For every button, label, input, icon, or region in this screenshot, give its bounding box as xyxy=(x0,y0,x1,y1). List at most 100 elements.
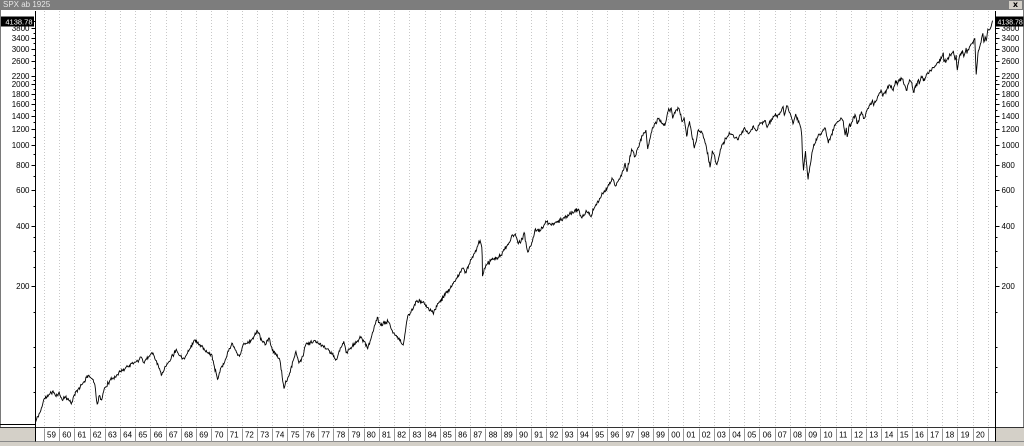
x-axis-year-label: 67 xyxy=(169,431,178,440)
x-axis-year-label: 04 xyxy=(732,431,741,440)
y-axis-label-left: 3400 xyxy=(12,34,30,43)
x-axis-year-label: 02 xyxy=(702,431,711,440)
x-axis-year-label: 11 xyxy=(839,431,848,440)
close-icon: x xyxy=(1012,0,1019,9)
x-axis-year-label: 99 xyxy=(656,431,665,440)
last-price-label-right: 4138.78 xyxy=(998,19,1023,26)
x-axis-year-label: 12 xyxy=(854,431,863,440)
x-axis-year-label: 65 xyxy=(138,431,147,440)
x-axis-year-label: 85 xyxy=(443,431,452,440)
x-axis-year-label: 03 xyxy=(717,431,726,440)
x-axis-year-label: 78 xyxy=(336,431,345,440)
y-axis-label-right: 1200 xyxy=(1002,125,1020,134)
y-axis-label-left: 3800 xyxy=(12,24,30,33)
strip-right-filler xyxy=(995,428,1024,441)
y-axis-label-right: 400 xyxy=(1002,222,1016,231)
y-axis-label-right: 2200 xyxy=(1002,72,1020,81)
x-axis-year-label: 88 xyxy=(489,431,498,440)
x-axis-year-label: 70 xyxy=(215,431,224,440)
x-axis-year-label: 90 xyxy=(519,431,528,440)
x-axis-year-label: 71 xyxy=(230,431,239,440)
window-title: SPX ab 1925 xyxy=(3,0,51,9)
x-axis-year-label: 89 xyxy=(504,431,513,440)
y-axis-label-right: 2000 xyxy=(1002,80,1020,89)
y-axis-label-left: 2200 xyxy=(12,72,30,81)
x-axis-year-label: 72 xyxy=(245,431,254,440)
x-axis-year-label: 59 xyxy=(47,431,56,440)
x-axis-year-label: 80 xyxy=(367,431,376,440)
x-axis-year-label: 75 xyxy=(291,431,300,440)
x-axis-year-label: 87 xyxy=(473,431,482,440)
x-axis-year-label: 19 xyxy=(961,431,970,440)
x-axis-year-label: 82 xyxy=(397,431,406,440)
y-axis-label-right: 1600 xyxy=(1002,100,1020,109)
x-axis-year-label: 74 xyxy=(275,431,284,440)
x-axis-year-label: 83 xyxy=(412,431,421,440)
x-axis-year-label: 93 xyxy=(565,431,574,440)
y-axis-label-right: 1000 xyxy=(1002,141,1020,150)
x-axis-year-label: 69 xyxy=(199,431,208,440)
x-axis-year-label: 73 xyxy=(260,431,269,440)
x-axis-year-label: 18 xyxy=(945,431,954,440)
x-axis-year-label: 10 xyxy=(824,431,833,440)
y-axis-label-left: 1800 xyxy=(12,90,30,99)
y-axis-label-left: 1000 xyxy=(12,141,30,150)
x-axis-year-label: 01 xyxy=(687,431,696,440)
x-axis-year-label: 05 xyxy=(747,431,756,440)
y-axis-label-right: 200 xyxy=(1002,282,1016,291)
last-price-label-left: 4138.78 xyxy=(5,17,32,26)
chart-canvas[interactable]: 59 60 61 62 63 64 65 66 67 68 69 70 71 72 73 74 75 76 77 78… xyxy=(0,10,1024,446)
x-axis-year-label: 00 xyxy=(671,431,680,440)
x-axis-year-label: 14 xyxy=(884,431,893,440)
y-axis-label-left: 400 xyxy=(16,222,30,231)
x-axis-year-label: 98 xyxy=(641,431,650,440)
x-axis-year-label: 07 xyxy=(778,431,787,440)
x-axis-year-label: 91 xyxy=(534,431,543,440)
y-axis-label-right: 3800 xyxy=(1002,24,1020,33)
x-axis-year-label: 77 xyxy=(321,431,330,440)
y-axis-label-right: 3400 xyxy=(1002,34,1020,43)
x-axis-year-label: 20 xyxy=(976,431,985,440)
x-axis-year-label: 68 xyxy=(184,431,193,440)
x-axis-year-label: 79 xyxy=(352,431,361,440)
price-line xyxy=(35,20,993,423)
x-axis-year-label: 81 xyxy=(382,431,391,440)
x-axis-year-label: 63 xyxy=(108,431,117,440)
x-axis-year-label: 96 xyxy=(610,431,619,440)
y-axis-label-right: 3000 xyxy=(1002,45,1020,54)
price-chart-svg[interactable]: 59 60 61 62 63 64 65 66 67 68 69 70 71 72 73 74 75 76 77 78… xyxy=(0,10,1024,446)
y-axis-label-left: 200 xyxy=(16,282,30,291)
y-axis-label-left: 800 xyxy=(16,161,30,170)
window-titlebar[interactable]: SPX ab 1925 x xyxy=(0,0,1024,10)
x-axis-year-label: 97 xyxy=(626,431,635,440)
x-axis-year-label: 64 xyxy=(123,431,132,440)
y-axis-label-right: 2600 xyxy=(1002,57,1020,66)
y-axis-label-left: 2600 xyxy=(12,57,30,66)
x-axis-year-label: 76 xyxy=(306,431,315,440)
x-axis-year-label: 94 xyxy=(580,431,589,440)
close-button[interactable]: x xyxy=(1009,1,1022,9)
last-price-box-right xyxy=(996,16,1024,27)
y-axis-label-right: 1800 xyxy=(1002,90,1020,99)
y-axis-label-right: 1400 xyxy=(1002,112,1020,121)
strip-left-filler xyxy=(0,428,35,441)
y-axis-label-left: 2000 xyxy=(12,80,30,89)
x-axis-year-label: 92 xyxy=(549,431,558,440)
x-axis-year-label: 13 xyxy=(869,431,878,440)
y-axis-label-right: 800 xyxy=(1002,161,1016,170)
x-axis-year-label: 16 xyxy=(915,431,924,440)
x-axis-year-label: 08 xyxy=(793,431,802,440)
x-axis-year-label: 60 xyxy=(62,431,71,440)
x-axis-year-label: 09 xyxy=(808,431,817,440)
y-axis-label-left: 1400 xyxy=(12,112,30,121)
x-axis-year-label: 15 xyxy=(900,431,909,440)
x-axis-year-label: 06 xyxy=(763,431,772,440)
last-price-box-left xyxy=(1,16,34,27)
x-axis-year-label: 66 xyxy=(154,431,163,440)
x-axis-year-label: 84 xyxy=(428,431,437,440)
x-axis-year-label: 17 xyxy=(930,431,939,440)
y-axis-label-right: 600 xyxy=(1002,186,1016,195)
y-axis-label-left: 1200 xyxy=(12,125,30,134)
x-axis-year-label: 86 xyxy=(458,431,467,440)
